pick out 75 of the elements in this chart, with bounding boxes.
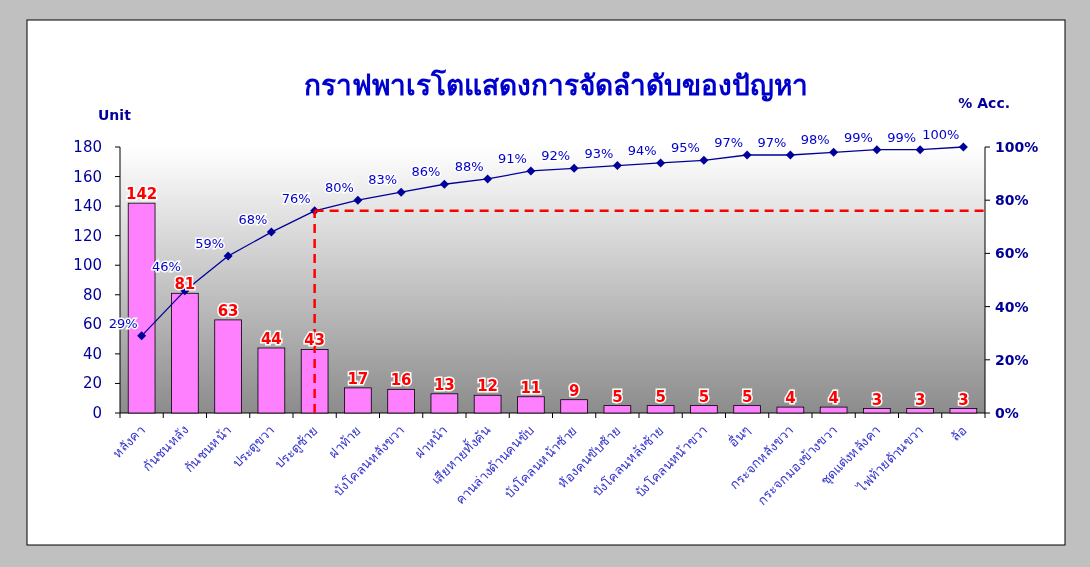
point [353, 195, 363, 205]
point [829, 147, 839, 157]
point [526, 166, 536, 176]
data-label: 43 [304, 331, 326, 350]
y-tick-label: 0 [92, 404, 102, 422]
data-label: 68% [238, 212, 268, 228]
data-label: 59% [195, 236, 225, 252]
data-label: 76% [281, 190, 311, 206]
data-label: 9 [568, 381, 580, 400]
point [483, 174, 493, 184]
y-tick-label: 160 [73, 167, 102, 186]
point [785, 150, 795, 160]
data-label: 92% [541, 148, 571, 164]
data-label: 3 [958, 390, 969, 409]
y-tick-label: 20 [82, 374, 102, 393]
y-tick-label: 100 [73, 256, 102, 275]
data-label: 5 [698, 387, 710, 406]
data-label: 86% [411, 164, 441, 180]
data-label: 99% [843, 129, 873, 145]
data-label: 13 [433, 375, 455, 394]
y-tick-label: 80 [82, 285, 102, 304]
point [872, 145, 882, 155]
data-label: 5 [655, 387, 666, 406]
y-tick-label: 60 [82, 315, 102, 334]
data-label: 11 [520, 378, 542, 397]
point [958, 142, 968, 152]
point [137, 331, 147, 341]
y2-tick-label: 20% [995, 351, 1029, 368]
y2-tick-label: 40% [995, 298, 1029, 315]
data-label: 88% [454, 158, 484, 174]
data-label: 80% [324, 180, 354, 196]
data-label: 17 [347, 369, 369, 388]
data-label: 5 [612, 387, 623, 406]
y-tick-label: 120 [73, 226, 102, 245]
y2-tick-label: 80% [995, 192, 1029, 209]
data-label: 12 [477, 377, 499, 396]
data-label: 83% [368, 172, 398, 188]
data-label: 4 [828, 389, 839, 408]
data-label: 63 [217, 301, 239, 320]
y2-axis-title: % Acc. [958, 95, 1010, 111]
point [439, 179, 449, 189]
y-axis-title: Unit [98, 107, 132, 123]
y-tick-label: 140 [73, 197, 102, 216]
data-label: 97% [757, 134, 787, 150]
point [915, 145, 925, 155]
data-label: 44 [260, 329, 282, 348]
data-label: 93% [584, 145, 614, 161]
data-label: 100% [922, 127, 960, 142]
y-tick-label: 180 [73, 138, 102, 156]
y2-tick-label: 100% [995, 139, 1039, 155]
point [699, 155, 709, 165]
data-label: 97% [714, 134, 744, 150]
data-label: 98% [800, 132, 830, 148]
chart-title: กราฟพาเรโตแสดงการจัดลำดับของปัญหา [304, 68, 808, 102]
y2-tick-label: 60% [995, 245, 1029, 262]
data-label: 142 [125, 185, 158, 204]
data-label: 94% [627, 142, 657, 158]
data-label: 3 [871, 390, 883, 409]
data-label: 99% [887, 129, 917, 145]
point [612, 161, 622, 171]
point [223, 251, 233, 261]
point [742, 150, 752, 160]
data-label: 95% [670, 140, 700, 156]
point [266, 227, 276, 237]
x-tick-label: ล้อ [947, 422, 970, 445]
y-tick-label: 40 [82, 344, 102, 363]
y2-tick-label: 0% [995, 405, 1019, 421]
data-label: 91% [497, 150, 527, 166]
data-label: 3 [914, 390, 926, 409]
point [656, 158, 666, 168]
point [396, 187, 406, 197]
data-label: 16 [390, 371, 412, 390]
data-label: 4 [785, 389, 796, 408]
data-label: 5 [741, 387, 753, 406]
point [569, 163, 579, 173]
